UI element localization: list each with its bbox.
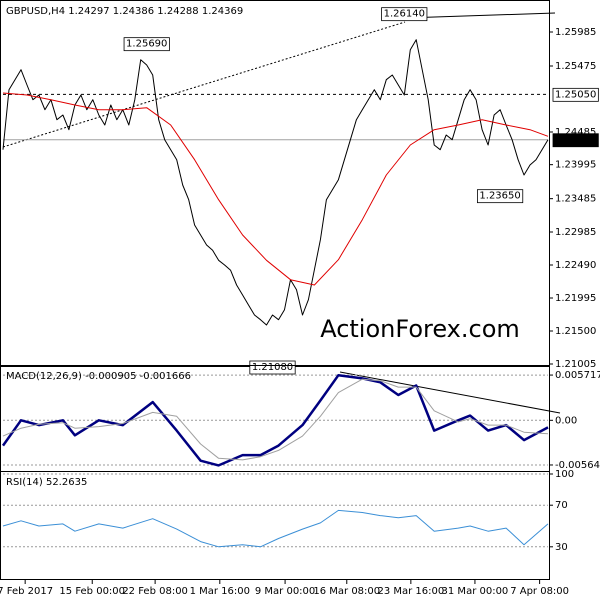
y-tick-label: 30: [555, 542, 568, 553]
x-tick-label: 1 Mar 16:00: [190, 586, 250, 597]
series-line: [2, 92, 549, 286]
y-tick-label: 0.005717: [555, 370, 600, 381]
panel-frame: [0, 471, 550, 580]
boxed-label: 1.25050: [555, 89, 596, 100]
x-tick-label: 31 Mar 00:00: [442, 586, 509, 597]
panel-title: MACD(12,26,9) -0.000905 -0.001666: [6, 371, 191, 382]
boxed-label: 1.21080: [252, 362, 293, 373]
label-box: [123, 37, 170, 52]
boxed-label: 1.24369: [555, 135, 596, 146]
boxed-label: 1.23650: [479, 191, 520, 202]
x-tick-label: 16 Mar 08:00: [313, 586, 380, 597]
x-tick-label: 7 Feb 2017: [0, 586, 53, 597]
y-tick-label: 1.23995: [555, 160, 596, 171]
x-tick-label: 15 Feb 00:00: [59, 586, 125, 597]
trend-line: [404, 12, 556, 19]
label-box: [552, 133, 599, 148]
label-box: [552, 87, 599, 102]
y-tick-label: 1.23485: [555, 194, 596, 205]
y-tick-label: 1.21995: [555, 293, 596, 304]
trend-line: [339, 371, 561, 414]
y-tick-label: 1.25475: [555, 61, 596, 72]
y-tick-label: 1.21500: [555, 326, 596, 337]
series-line: [2, 509, 549, 548]
y-tick-label: -0.005645: [555, 460, 600, 471]
y-tick-label: 0.00: [555, 415, 577, 426]
y-tick-label: 100: [555, 469, 574, 480]
y-tick-label: 1.24485: [555, 127, 596, 138]
boxed-label: 1.26140: [384, 9, 425, 20]
series-line: [2, 39, 549, 326]
watermark: ActionForex.com: [320, 315, 520, 343]
y-tick-label: 1.25985: [555, 27, 596, 38]
boxed-label: 1.25690: [126, 39, 167, 50]
panel-title: RSI(14) 52.2635: [6, 477, 87, 488]
y-tick-label: 70: [555, 500, 568, 511]
x-tick-label: 9 Mar 00:00: [255, 586, 315, 597]
y-tick-label: 1.22985: [555, 227, 596, 238]
series-line: [2, 378, 549, 461]
label-box: [381, 7, 428, 22]
label-box: [477, 189, 524, 204]
y-tick-label: 1.22490: [555, 260, 596, 271]
x-tick-label: 7 Apr 08:00: [510, 586, 569, 597]
y-tick-label: 1.21005: [555, 359, 596, 370]
label-box: [249, 360, 296, 375]
x-tick-label: 23 Mar 16:00: [377, 586, 444, 597]
x-tick-label: 22 Feb 08:00: [122, 586, 188, 597]
panel-title: GBPUSD,H4 1.24297 1.24386 1.24288 1.2436…: [6, 6, 243, 17]
